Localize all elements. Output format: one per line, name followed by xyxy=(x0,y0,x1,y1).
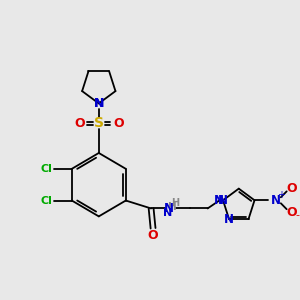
Text: O: O xyxy=(148,229,158,242)
Text: O: O xyxy=(286,206,297,219)
Text: Cl: Cl xyxy=(40,164,52,174)
Text: N: N xyxy=(271,194,281,207)
Text: N: N xyxy=(164,202,174,215)
Text: N: N xyxy=(218,194,228,207)
Text: N: N xyxy=(214,194,224,207)
Text: H: H xyxy=(171,199,179,208)
Text: S: S xyxy=(94,116,104,130)
Text: H: H xyxy=(168,202,177,212)
Text: N: N xyxy=(224,213,234,226)
Text: O: O xyxy=(286,182,297,195)
Text: O: O xyxy=(74,117,85,130)
Text: -: - xyxy=(296,210,299,220)
Text: N: N xyxy=(94,97,104,110)
Text: N: N xyxy=(94,97,104,110)
Text: Cl: Cl xyxy=(40,196,52,206)
Text: +: + xyxy=(277,190,285,200)
Text: N: N xyxy=(163,208,172,218)
Text: O: O xyxy=(113,117,124,130)
